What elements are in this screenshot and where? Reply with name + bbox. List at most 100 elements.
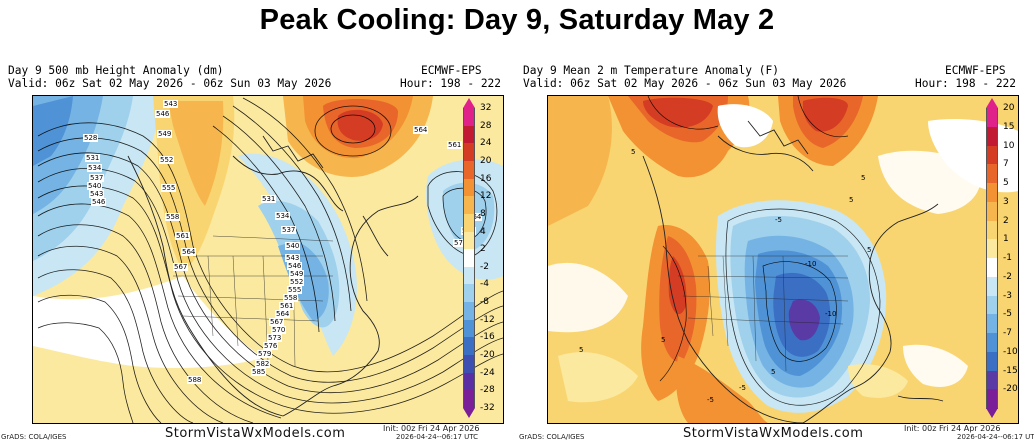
- colorbar-segment: [986, 333, 998, 353]
- colorbar-label: 10: [1003, 140, 1015, 151]
- colorbar-segment: [463, 355, 475, 374]
- height-map-graphic: [33, 96, 503, 423]
- contour-label: 5: [867, 246, 872, 254]
- colorbar-bottom-arrow: [986, 408, 998, 418]
- contour-label: 531: [85, 154, 101, 162]
- colorbar-segment: [986, 145, 998, 165]
- colorbar-label: 15: [1003, 121, 1015, 132]
- colorbar-label: -12: [480, 314, 495, 325]
- colorbar-label: 20: [1003, 103, 1015, 113]
- colorbar-segment: [463, 390, 475, 409]
- contour-label: 552: [159, 156, 175, 164]
- site-credit: StormVistaWxModels.com: [683, 426, 864, 441]
- contour-label: -5: [739, 384, 746, 392]
- colorbar-segment: [463, 125, 475, 144]
- colorbar-label: 7: [1003, 159, 1009, 170]
- colorbar-segment: [463, 266, 475, 285]
- contour-label: 540: [87, 182, 103, 190]
- colorbar-segment: [986, 389, 998, 409]
- contour-label: -5: [707, 396, 714, 404]
- colorbar-segment: [463, 178, 475, 197]
- contour-label: -5: [775, 216, 782, 224]
- temperature-map-graphic: [548, 96, 1018, 423]
- panel-header-valid: Valid: 06z Sat 02 May 2026 - 06z Sun 03 …: [8, 77, 332, 90]
- grads-credit: GrADS: COLA/IGES: [1, 433, 67, 441]
- timestamp: 2026-04-24--06:17 UTC: [957, 433, 1034, 441]
- colorbar-segment: [463, 372, 475, 391]
- contour-label: 564: [413, 126, 429, 134]
- colorbar-label: 2: [1003, 215, 1009, 226]
- contour-label: 567: [269, 318, 285, 326]
- colorbar-label: -16: [480, 332, 495, 343]
- contour-label: 549: [157, 130, 173, 138]
- colorbar-segment: [463, 160, 475, 180]
- contour-label: -10: [825, 310, 837, 318]
- height-anomaly-map: 528 531 534 537 540 543 546 543 546 549 …: [32, 95, 504, 424]
- contour-label: 558: [165, 213, 181, 221]
- panel-header-title: Day 9 Mean 2 m Temperature Anomaly (F): [523, 64, 779, 77]
- colorbar-top-arrow: [463, 98, 475, 108]
- contour-label: 534: [87, 164, 103, 172]
- colorbar-label: -32: [480, 403, 495, 413]
- colorbar-top-arrow: [986, 98, 998, 108]
- panel-header-title: Day 9 500 mb Height Anomaly (dm): [8, 64, 224, 77]
- contour-label: 561: [447, 141, 463, 149]
- colorbar-label: 20: [480, 155, 492, 166]
- contour-label: 528: [83, 134, 99, 142]
- contour-label: 543: [163, 100, 179, 108]
- contour-label: 555: [287, 286, 303, 294]
- colorbar-segment: [986, 276, 998, 296]
- colorbar-label: 4: [480, 226, 486, 237]
- panel-hour: Hour: 198 - 222: [400, 77, 502, 90]
- contour-label: 573: [267, 334, 283, 342]
- site-credit: StormVistaWxModels.com: [165, 426, 346, 441]
- timestamp: 2026-04-24--06:17 UTC: [396, 433, 479, 441]
- colorbar-segment: [986, 351, 998, 371]
- colorbar-label: 1: [1003, 234, 1009, 245]
- contour-label: 543: [285, 254, 301, 262]
- colorbar-label: 32: [480, 103, 492, 113]
- colorbar-label: -15: [1003, 365, 1018, 376]
- contour-label: 567: [173, 263, 189, 271]
- colorbar-label: 2: [480, 244, 486, 255]
- contour-label: 576: [263, 342, 279, 350]
- colorbar-segment: [463, 284, 475, 303]
- colorbar-label: 5: [1003, 178, 1009, 188]
- contour-label: 549: [289, 270, 305, 278]
- contour-label: 561: [279, 302, 295, 310]
- contour-label: 546: [155, 110, 171, 118]
- colorbar-segment: [986, 201, 998, 221]
- contour-label: -10: [805, 260, 817, 268]
- colorbar-segment: [463, 143, 475, 162]
- colorbar-label: 12: [480, 191, 492, 202]
- colorbar-label: 28: [480, 120, 492, 131]
- colorbar-segment: [986, 258, 998, 278]
- colorbar-segment: [986, 220, 998, 240]
- init-time: Init: 00z Fri 24 Apr 2026: [904, 424, 1001, 433]
- colorbar-label: 3: [1003, 196, 1009, 207]
- contour-label: 582: [255, 360, 271, 368]
- colorbar-label: 24: [480, 138, 492, 149]
- contour-label: 558: [283, 294, 299, 302]
- colorbar-label: -1: [1003, 253, 1012, 263]
- contour-label: 5: [849, 196, 854, 204]
- contour-label: 537: [89, 174, 105, 182]
- colorbar-segment: [986, 314, 998, 334]
- colorbar-segment: [986, 183, 998, 203]
- temperature-anomaly-map: -10 -10 -5 -5 5 5 5 5 5 -5 5 5: [547, 95, 1019, 424]
- contour-label: 570: [453, 239, 469, 247]
- contour-label: 579: [257, 350, 273, 358]
- colorbar-label: -20: [480, 350, 495, 361]
- colorbar-label: -24: [480, 367, 495, 378]
- panel-hour: Hour: 198 - 222: [915, 77, 1017, 90]
- contour-label: 546: [287, 262, 303, 270]
- temperature-anomaly-panel: Day 9 Mean 2 m Temperature Anomaly (F) V…: [519, 58, 1034, 442]
- colorbar-segment: [986, 108, 998, 128]
- grads-credit: GrADS: COLA/IGES: [519, 433, 585, 441]
- contour-label: 570: [271, 326, 287, 334]
- colorbar-label: -10: [1003, 346, 1018, 357]
- contour-label: 564: [275, 310, 291, 318]
- contour-label: 5: [631, 148, 636, 156]
- colorbar-label: -4: [480, 279, 489, 290]
- contour-label: 555: [161, 184, 177, 192]
